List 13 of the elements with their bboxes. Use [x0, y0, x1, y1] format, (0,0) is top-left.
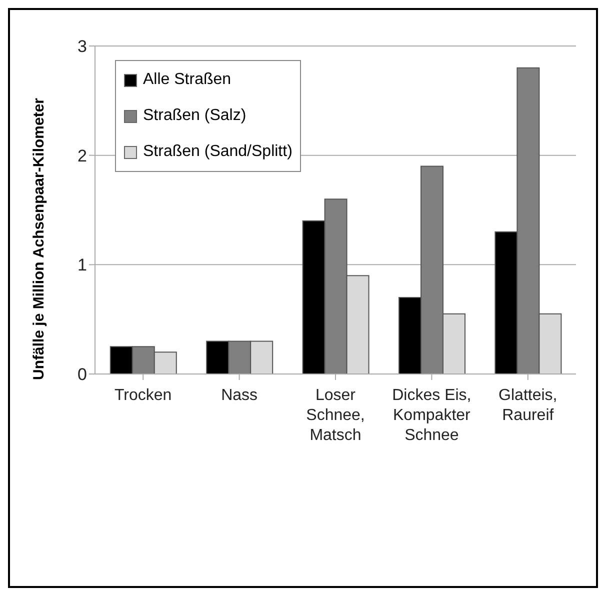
legend-label: Straßen (Salz): [143, 107, 246, 125]
y-tick-label: 2: [78, 146, 87, 166]
x-tick-label: Loser Schnee, Matsch: [306, 387, 365, 444]
legend-label: Alle Straßen: [143, 71, 232, 89]
y-tick-label: 1: [78, 256, 87, 275]
y-tick-label: 0: [78, 365, 87, 384]
y-axis-title: Unfälle je Million Achsenpaar-Kilometer: [30, 98, 48, 380]
x-tick-label: Nass: [221, 387, 258, 404]
y-tick-label: 3: [78, 37, 87, 56]
x-tick-label: Glatteis, Raureif: [498, 387, 558, 424]
legend-label: Straßen (Sand/Splitt): [143, 143, 292, 161]
x-tick-label: Dickes Eis, Kompakter Schnee: [392, 387, 472, 444]
x-tick-label: Trocken: [114, 387, 172, 404]
